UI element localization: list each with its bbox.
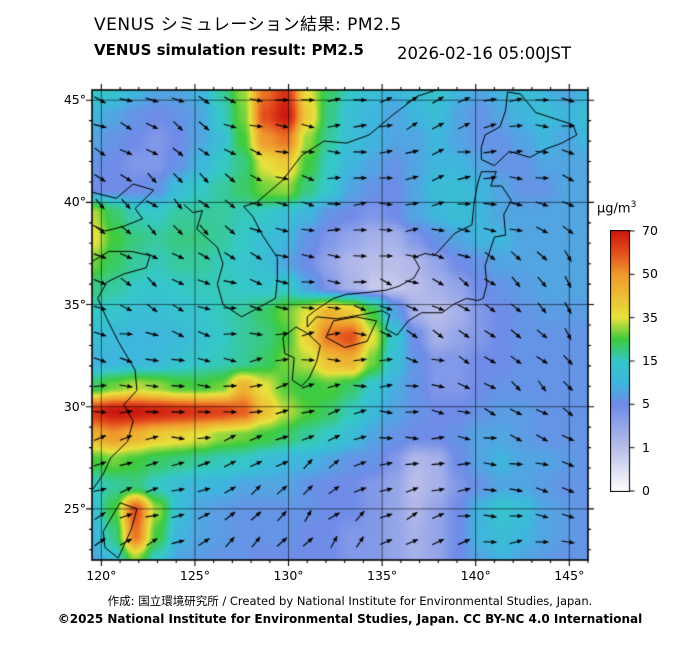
lon-tick-label: 135°	[367, 568, 398, 583]
colorbar-tick-label: 15	[642, 353, 658, 368]
lon-tick-label: 130°	[273, 568, 304, 583]
lon-tick-label: 145°	[554, 568, 585, 583]
colorbar-unit-exponent: 3	[630, 200, 637, 210]
lon-tick-label: 120°	[86, 568, 117, 583]
colorbar-tick-label: 0	[642, 483, 650, 498]
page-title-english: VENUS simulation result: PM2.5	[94, 41, 364, 59]
colorbar-tick-label: 50	[642, 266, 658, 282]
credit-line: 作成: 国立環境研究所 / Created by National Instit…	[107, 594, 593, 608]
timestamp-label: 2026-02-16 05:00JST	[397, 44, 572, 63]
colorbar-canvas	[610, 230, 636, 492]
colorbar-tick-label: 70	[642, 223, 658, 238]
colorbar-tick-label: 35	[642, 309, 658, 325]
lat-tick-label: 35°	[63, 296, 86, 312]
lat-tick-label: 40°	[63, 194, 86, 210]
colorbar-unit-text: µg/m	[597, 201, 631, 217]
colorbar-unit-label: µg/m3	[597, 200, 636, 216]
lon-tick-label: 125°	[179, 568, 210, 583]
lat-tick-label: 30°	[63, 398, 86, 414]
colorbar-tick-label: 1	[642, 439, 650, 455]
copyright-line: ©2025 National Institute for Environment…	[57, 612, 643, 626]
page-title-japanese: VENUS シミュレーション結果: PM2.5	[94, 15, 402, 35]
pm25-map-canvas	[80, 78, 600, 572]
lat-tick-label: 45°	[63, 92, 86, 108]
lat-tick-label: 25°	[63, 500, 86, 516]
colorbar-tick-label: 5	[642, 396, 650, 412]
lon-tick-label: 140°	[460, 568, 491, 583]
